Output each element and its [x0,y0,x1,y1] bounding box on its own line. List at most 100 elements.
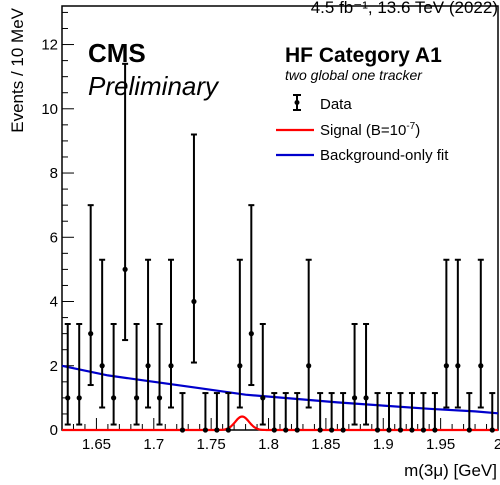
legend-data-marker [294,100,300,105]
data-marker [76,395,82,401]
data-marker [351,395,358,401]
data-marker [432,427,438,433]
data-point [225,392,232,433]
x-tick-label: 1.7 [143,436,164,453]
x-tick-label: 1.8 [258,436,279,453]
y-tick-label: 4 [50,294,58,311]
y-tick-label: 12 [41,37,58,54]
data-point [110,323,117,426]
data-marker [386,427,392,433]
data-marker [156,395,163,401]
data-marker [145,363,151,369]
data-point [408,392,415,433]
data-marker [283,427,289,433]
experiment-label: CMS [88,38,146,68]
data-point [87,204,94,387]
data-point [351,323,358,426]
data-point [305,258,312,409]
data-point [363,323,370,426]
legend-signal-text: Signal (B=10 [320,122,406,139]
data-marker [214,427,220,433]
y-tick-label: 0 [50,422,58,439]
data-point [477,258,484,409]
data-point [64,323,71,426]
background-fit-line [61,364,499,415]
data-point [317,392,324,433]
legend-entry-data: Data [293,94,352,113]
data-point [259,323,266,426]
data-point [99,258,106,409]
x-axis-label: m(3μ) [GeV] [404,461,497,480]
data-marker [317,427,323,433]
data-marker [306,363,312,369]
header-text: 4.5 fb⁻¹, 13.6 TeV (2022) [311,0,498,17]
data-marker [248,331,254,337]
legend-label-background: Background-only fit [320,147,449,164]
data-marker [363,395,369,401]
legend-entry-background: Background-only fit [276,147,449,164]
data-point [236,258,243,409]
y-tick-label: 6 [50,229,58,246]
category-title: HF Category A1 [285,44,442,67]
data-marker [443,363,449,369]
y-axis-label: Events / 10 MeV [8,7,27,132]
data-marker [168,363,174,369]
data-marker [294,427,300,433]
y-tick-label: 8 [50,165,58,182]
data-marker [478,363,484,369]
data-point [420,392,427,433]
data-point [454,258,461,409]
x-tick-label: 1.85 [311,436,340,453]
y-tick-label: 2 [50,358,58,375]
data-marker [65,395,71,401]
y-axis-ticks: 0 2 4 6 8 10 12 [41,11,74,439]
data-point [431,392,438,433]
legend-signal-exponent: -7 [406,121,415,132]
data-point [248,204,255,387]
data-point [145,258,152,409]
data-point [190,133,197,364]
data-marker [179,427,186,433]
data-point [386,392,392,433]
data-point [122,62,129,342]
legend-label-signal: Signal (B=10-7) [320,121,420,139]
data-point [271,392,278,433]
data-marker [202,427,209,433]
data-marker [237,363,243,369]
data-point [443,258,450,409]
data-marker [409,427,415,433]
data-marker [225,427,231,433]
data-point [489,392,496,433]
data-point [133,323,140,426]
data-marker [466,427,472,433]
data-point [340,392,347,433]
data-point [76,323,83,426]
data-point [294,392,301,433]
legend-entry-signal: Signal (B=10-7) [276,121,420,139]
data-marker [111,395,117,401]
status-label: Preliminary [88,71,220,101]
data-marker [397,427,404,433]
data-marker [329,427,335,433]
plot-frame [61,5,499,431]
legend-label-data: Data [320,96,352,113]
x-tick-label: 1.65 [82,436,111,453]
x-tick-label: 1.9 [373,436,394,453]
x-tick-label: 1.95 [426,436,455,453]
data-marker [122,266,128,272]
data-marker [260,395,266,401]
data-point [202,392,209,433]
data-marker [88,331,94,337]
data-marker [455,363,461,369]
data-point [466,392,473,433]
data-point [328,392,335,433]
data-marker [340,427,346,433]
legend-signal-suffix: ) [415,122,420,139]
x-axis-ticks: 1.65 1.7 1.75 1.8 1.85 1.9 1.95 2 [72,418,500,453]
y-tick-label: 10 [41,101,58,118]
x-tick-label: 1.75 [197,436,226,453]
data-marker [489,427,495,433]
data-marker [133,395,140,401]
data-point [374,392,381,433]
